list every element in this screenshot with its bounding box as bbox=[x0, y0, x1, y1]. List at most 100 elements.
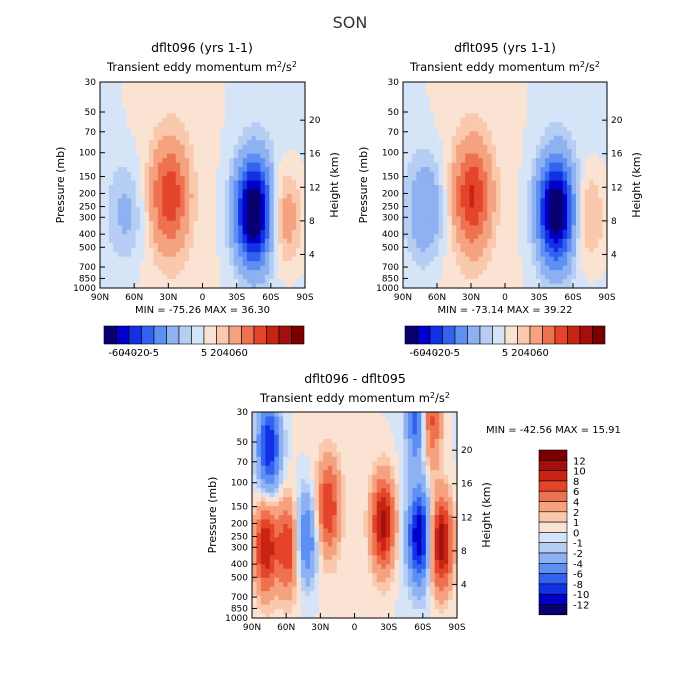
heatmap-cell bbox=[229, 234, 235, 240]
heatmap-cell bbox=[264, 149, 270, 155]
heatmap-cell bbox=[278, 568, 284, 574]
heatmap-cell bbox=[265, 456, 271, 462]
heatmap-cell bbox=[598, 140, 604, 146]
heatmap-cell bbox=[544, 207, 550, 213]
heatmap-cell bbox=[305, 555, 311, 561]
heatmap-cell bbox=[500, 265, 506, 271]
heatmap-cell bbox=[144, 180, 150, 186]
heatmap-cell bbox=[166, 180, 172, 186]
heatmap-cell bbox=[131, 104, 137, 110]
heatmap-cell bbox=[171, 247, 177, 253]
heatmap-cell bbox=[513, 131, 519, 137]
heatmap-cell bbox=[224, 135, 230, 141]
heatmap-cell bbox=[460, 149, 466, 155]
heatmap-cell bbox=[580, 243, 586, 249]
heatmap-cell bbox=[513, 243, 519, 249]
heatmap-cell bbox=[451, 167, 457, 173]
heatmap-cell bbox=[513, 220, 519, 226]
heatmap-cell bbox=[460, 153, 466, 159]
heatmap-cell bbox=[518, 176, 524, 182]
heatmap-cell bbox=[247, 234, 253, 240]
heatmap-cell bbox=[131, 95, 137, 101]
heatmap-cell bbox=[238, 220, 244, 226]
heatmap-cell bbox=[256, 532, 262, 538]
heatmap-cell bbox=[580, 270, 586, 276]
heatmap-cell bbox=[283, 506, 289, 512]
heatmap-cell bbox=[278, 113, 284, 119]
heatmap-cell bbox=[224, 176, 230, 182]
heatmap-cell bbox=[264, 279, 270, 285]
heatmap-cell bbox=[193, 279, 199, 285]
heatmap-cell bbox=[198, 180, 204, 186]
heatmap-cell bbox=[473, 95, 479, 101]
heatmap-cell bbox=[584, 202, 590, 208]
heatmap-cell bbox=[549, 86, 555, 92]
heatmap-cell bbox=[189, 247, 195, 253]
heatmap-cell bbox=[301, 546, 307, 552]
heatmap-cell bbox=[296, 416, 302, 422]
heatmap-cell bbox=[580, 90, 586, 97]
heatmap-cell bbox=[193, 153, 199, 159]
heatmap-cell bbox=[153, 135, 159, 141]
heatmap-cell bbox=[247, 135, 253, 141]
heatmap-cell bbox=[166, 176, 172, 182]
heatmap-cell bbox=[589, 144, 595, 150]
heatmap-cell bbox=[438, 140, 444, 146]
heatmap-cell bbox=[287, 229, 293, 235]
heatmap-cell bbox=[100, 86, 106, 92]
heatmap-cell bbox=[265, 438, 271, 444]
heatmap-cell bbox=[549, 220, 555, 226]
y-tick-label: 150 bbox=[382, 173, 399, 183]
heatmap-cell bbox=[482, 256, 488, 262]
heatmap-cell bbox=[184, 234, 190, 240]
heatmap-cell bbox=[255, 158, 262, 164]
heatmap-cell bbox=[189, 82, 195, 88]
heatmap-cell bbox=[264, 131, 270, 137]
heatmap-cell bbox=[233, 113, 239, 119]
heatmap-cell bbox=[224, 167, 230, 173]
heatmap-cell bbox=[500, 108, 506, 114]
heatmap-cell bbox=[429, 265, 435, 271]
heatmap-cell bbox=[287, 523, 293, 530]
heatmap-cell bbox=[131, 265, 137, 271]
heatmap-cell bbox=[274, 528, 280, 534]
heatmap-cell bbox=[108, 131, 114, 137]
heatmap-cell bbox=[575, 261, 581, 267]
heatmap-cell bbox=[584, 82, 590, 88]
heatmap-cell bbox=[434, 229, 440, 235]
heatmap-cell bbox=[305, 492, 311, 498]
heatmap-cell bbox=[602, 283, 608, 289]
heatmap-cell bbox=[229, 256, 235, 262]
heatmap-cell bbox=[162, 283, 168, 289]
heatmap-cell bbox=[242, 252, 248, 258]
heatmap-cell bbox=[420, 95, 426, 101]
heatmap-cell bbox=[407, 247, 413, 253]
heatmap-cell bbox=[291, 99, 297, 105]
heatmap-cell bbox=[531, 131, 537, 137]
heatmap-cell bbox=[469, 198, 475, 204]
heatmap-cell bbox=[575, 229, 581, 235]
heatmap-cell bbox=[198, 117, 204, 123]
heatmap-cell bbox=[206, 279, 213, 285]
heatmap-cell bbox=[301, 429, 307, 435]
heatmap-cell bbox=[108, 104, 114, 110]
heatmap-cell bbox=[544, 95, 550, 101]
heatmap-cell bbox=[126, 283, 132, 289]
heatmap-cell bbox=[442, 135, 448, 141]
heatmap-cell bbox=[296, 247, 302, 253]
heatmap-cell bbox=[117, 202, 123, 208]
heatmap-cell bbox=[180, 171, 186, 177]
heatmap-cell bbox=[465, 202, 471, 208]
heatmap-cell bbox=[108, 193, 114, 200]
heatmap-cell bbox=[540, 243, 546, 249]
heatmap-cell bbox=[144, 153, 150, 159]
heatmap-cell bbox=[465, 122, 471, 128]
heatmap-cell bbox=[252, 550, 258, 556]
heatmap-cell bbox=[157, 202, 163, 208]
heatmap-cell bbox=[300, 99, 306, 105]
heatmap-cell bbox=[269, 461, 275, 467]
heatmap-cell bbox=[113, 108, 119, 114]
heatmap-cell bbox=[184, 198, 190, 204]
heatmap-cell bbox=[531, 126, 537, 132]
heatmap-cell bbox=[211, 95, 217, 101]
